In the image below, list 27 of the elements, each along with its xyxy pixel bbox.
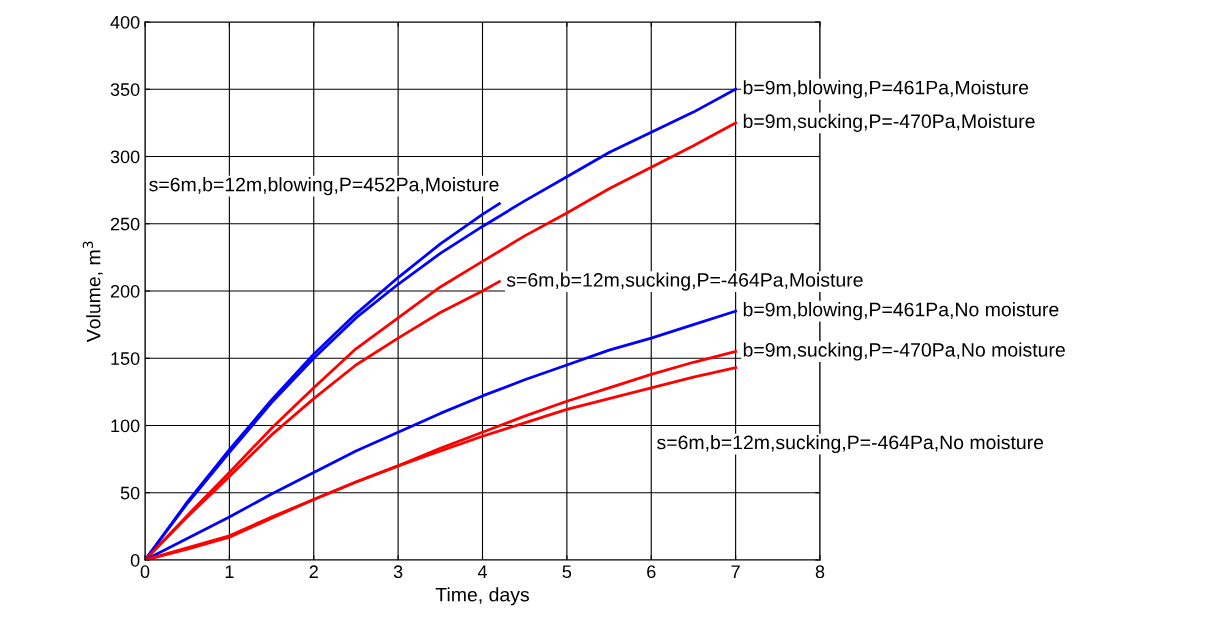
x-tick-label: 0 — [140, 565, 150, 579]
y-tick-label: 350 — [110, 83, 140, 96]
y-tick-label: 250 — [110, 217, 140, 231]
y-axis-title: Volume, m$^{3}$ — [82, 241, 103, 343]
x-tick-label: 5 — [562, 565, 572, 579]
series-label: b=9m,blowing,P=461Pa,Moisture — [743, 80, 1029, 99]
y-tick-label: 200 — [110, 284, 140, 298]
series-label: b=9m,sucking,P=-470Pa,No moisture — [743, 342, 1065, 361]
x-tick-label: 7 — [731, 565, 740, 578]
x-tick-label: 8 — [815, 565, 825, 579]
x-tick-label: 1 — [225, 565, 234, 578]
x-tick-label: 2 — [309, 565, 318, 578]
y-tick-label: 0 — [130, 553, 140, 567]
x-axis-title: Time, days — [435, 587, 529, 606]
y-tick-label: 400 — [110, 15, 140, 29]
series-label: s=6m,b=12m,sucking,P=-464Pa,Moisture — [506, 272, 863, 291]
x-tick-label: 6 — [647, 565, 656, 579]
y-tick-label: 300 — [110, 150, 140, 164]
series-label: b=9m,sucking,P=-470Pa,Moisture — [743, 113, 1035, 132]
y-tick-label: 150 — [111, 352, 140, 365]
series-label: s=6m,b=12m,blowing,P=452Pa,Moisture — [149, 177, 499, 196]
text: s=6m,b=12m,sucking,P=-464Pa,No moisture — [657, 434, 1044, 454]
y-tick-label: 100 — [111, 419, 140, 433]
x-tick-label: 3 — [393, 565, 403, 579]
y-tick-label: 50 — [120, 486, 140, 500]
x-tick-label: 4 — [477, 565, 487, 578]
series-label: b=9m,blowing,P=461Pa,No moisture — [743, 302, 1059, 321]
